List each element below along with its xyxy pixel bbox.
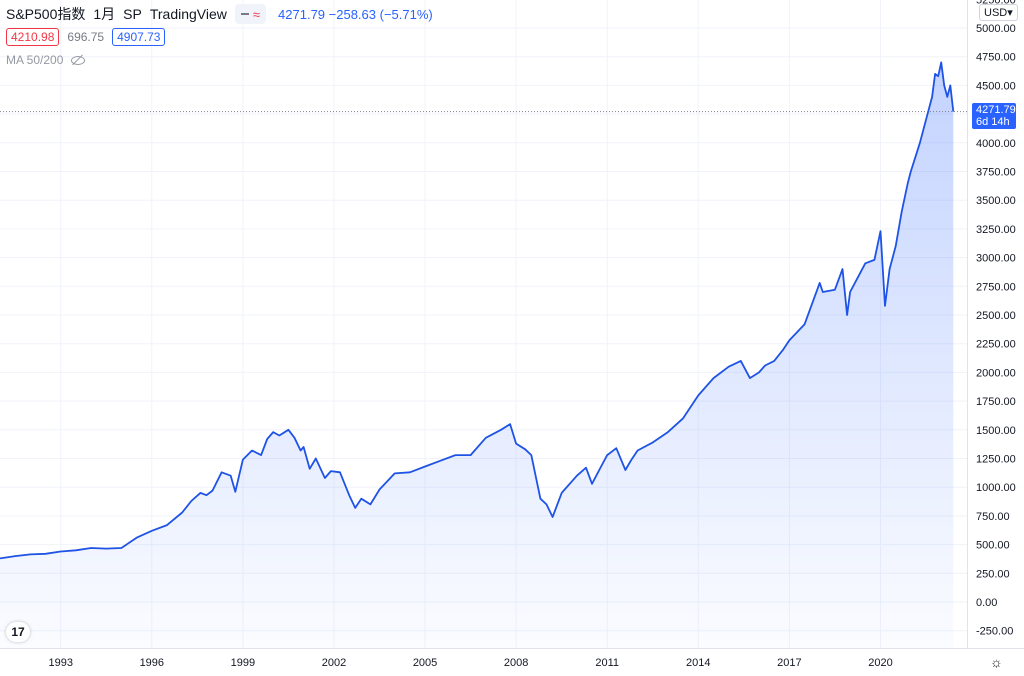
price-tick-label: 1000.00 <box>976 482 1016 494</box>
price-tick-label: 2750.00 <box>976 281 1016 293</box>
price-tick-label: 1750.00 <box>976 396 1016 408</box>
year-tick-label: 1996 <box>140 657 164 669</box>
tradingview-logo[interactable]: 17 <box>6 622 30 642</box>
price-tick-label: 2000.00 <box>976 367 1016 379</box>
price-tick-label: 5000.00 <box>976 23 1016 35</box>
price-tick-label: 3500.00 <box>976 195 1016 207</box>
high-value: 4907.73 <box>112 28 166 46</box>
price-tick-label: 4000.00 <box>976 138 1016 150</box>
price-tick-label: 1250.00 <box>976 454 1016 466</box>
symbol-name[interactable]: S&P500指数 <box>6 6 86 22</box>
series-area <box>0 62 954 648</box>
indicator-label[interactable]: MA 50/200 <box>6 53 64 67</box>
year-tick-label: 2002 <box>322 657 346 669</box>
compare-toggle[interactable]: ≈ <box>234 4 267 24</box>
interval-label[interactable]: 1月 <box>93 6 116 22</box>
symbol-legend: S&P500指数 1月 SP TradingView ≈ 4271.79 −25… <box>6 4 433 24</box>
price-tick-label: 2500.00 <box>976 310 1016 322</box>
last-change: 4271.79 −258.63 (−5.71%) <box>278 6 433 22</box>
time-axis[interactable]: 1993 1996 1999 2002 2005 2008 2011 2014 2017 2020 <box>48 657 892 669</box>
year-tick-label: 2017 <box>777 657 801 669</box>
price-tick-label: 5250.00 <box>976 0 1016 6</box>
logo-text: 17 <box>11 625 25 639</box>
wave-icon: ≈ <box>252 6 261 22</box>
bar-countdown: 6d 14h <box>976 116 1010 128</box>
source-label: TradingView <box>149 6 227 22</box>
year-tick-label: 1999 <box>231 657 255 669</box>
price-tick-label: 250.00 <box>976 568 1010 580</box>
year-tick-label: 1993 <box>48 657 72 669</box>
last-price-tag: 4271.79 6d 14h <box>972 103 1016 129</box>
price-tick-label: 3250.00 <box>976 224 1016 236</box>
ohlc-values: 4210.98 696.75 4907.73 <box>6 28 166 46</box>
price-axis[interactable]: 5250.005000.004750.004500.004250.004000.… <box>976 0 1016 638</box>
price-tick-label: 4750.00 <box>976 52 1016 64</box>
year-tick-label: 2008 <box>504 657 528 669</box>
price-tick-label: 2250.00 <box>976 339 1016 351</box>
series-line <box>0 61 955 560</box>
low-value: 4210.98 <box>6 28 60 46</box>
price-tick-label: 750.00 <box>976 511 1010 523</box>
price-tick-label: -250.00 <box>976 626 1013 638</box>
currency-label: USD <box>984 7 1008 19</box>
exchange-label: SP <box>123 6 142 22</box>
price-tick-label: 3000.00 <box>976 253 1016 265</box>
chevron-down-icon: ▾ <box>1007 7 1013 19</box>
price-tick-label: 3750.00 <box>976 167 1016 179</box>
price-tick-label: 4500.00 <box>976 80 1016 92</box>
price-tick-label: 1500.00 <box>976 425 1016 437</box>
year-tick-label: 2005 <box>413 657 437 669</box>
line-style-icon <box>240 13 249 15</box>
currency-button[interactable]: USD▾ <box>979 4 1018 21</box>
year-tick-label: 2011 <box>595 657 619 669</box>
year-tick-label: 2020 <box>868 657 892 669</box>
price-tick-label: 0.00 <box>976 597 997 609</box>
eye-off-icon[interactable] <box>71 55 86 65</box>
middle-value: 696.75 <box>67 30 105 44</box>
settings-gear-icon[interactable]: ☼ <box>990 654 1003 670</box>
indicator-row[interactable]: MA 50/200 <box>6 53 86 67</box>
last-price-value: 4271.79 <box>976 104 1016 116</box>
year-tick-label: 2014 <box>686 657 710 669</box>
price-tick-label: 500.00 <box>976 540 1010 552</box>
